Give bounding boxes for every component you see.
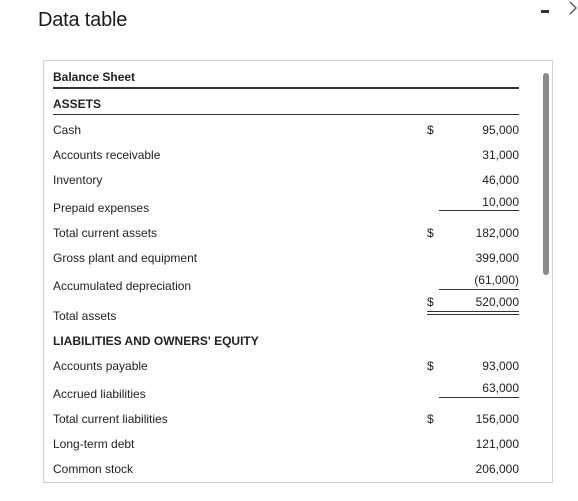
row-label: Total current liabilities — [53, 412, 168, 426]
total-double-rule-bottom — [427, 314, 519, 315]
row-label: Accounts payable — [53, 359, 148, 373]
minimize-button[interactable] — [538, 4, 552, 18]
row-amount: 10,000 — [482, 195, 519, 209]
row-amount: 182,000 — [475, 226, 519, 240]
header-rule — [53, 87, 519, 89]
row-currency: $ — [427, 412, 434, 426]
row-label: Prepaid expenses — [53, 201, 150, 215]
row-amount: 206,000 — [475, 462, 519, 476]
row-label: Accounts receivable — [53, 148, 161, 162]
scrollbar-thumb[interactable] — [543, 73, 549, 275]
row-amount: 46,000 — [482, 173, 519, 187]
subtotal-rule — [439, 289, 519, 290]
row-label: Gross plant and equipment — [53, 251, 198, 265]
row-amount: (61,000) — [474, 273, 519, 287]
row-label: Total current assets — [53, 226, 158, 240]
row-label: Common stock — [53, 462, 134, 476]
row-label: Total assets — [53, 309, 117, 323]
row-currency: $ — [427, 295, 434, 309]
row-amount: 63,000 — [482, 381, 519, 395]
row-label: Cash — [53, 123, 82, 137]
row-amount: 93,000 — [482, 359, 519, 373]
vertical-scrollbar[interactable] — [540, 61, 552, 482]
data-table-panel: Balance Sheet ASSETS Cash $ 95,000 Accou… — [43, 60, 553, 483]
row-amount: 399,000 — [475, 251, 519, 265]
row-label: Long-term debt — [53, 437, 135, 451]
row-amount: 31,000 — [482, 148, 519, 162]
row-label: Accrued liabilities — [53, 387, 146, 401]
row-amount: 156,000 — [475, 412, 519, 426]
section-rule — [53, 114, 519, 115]
row-amount: 121,000 — [475, 437, 519, 451]
section-liabilities: LIABILITIES AND OWNERS' EQUITY — [53, 334, 259, 348]
chevron-right-icon — [569, 1, 577, 15]
row-amount: 95,000 — [482, 123, 519, 137]
section-assets: ASSETS — [53, 97, 102, 111]
dialog-title: Data table — [38, 9, 128, 31]
subtotal-rule — [439, 210, 519, 211]
row-label: Inventory — [53, 173, 103, 187]
row-label: Accumulated depreciation — [53, 279, 192, 293]
minimize-icon — [541, 10, 549, 13]
row-currency: $ — [427, 123, 434, 137]
row-amount: 520,000 — [475, 295, 519, 309]
total-double-rule-top — [427, 311, 519, 312]
table-header: Balance Sheet — [53, 70, 136, 84]
subtotal-rule — [439, 397, 519, 398]
row-currency: $ — [427, 359, 434, 373]
row-currency: $ — [427, 226, 434, 240]
next-button[interactable] — [566, 0, 578, 16]
